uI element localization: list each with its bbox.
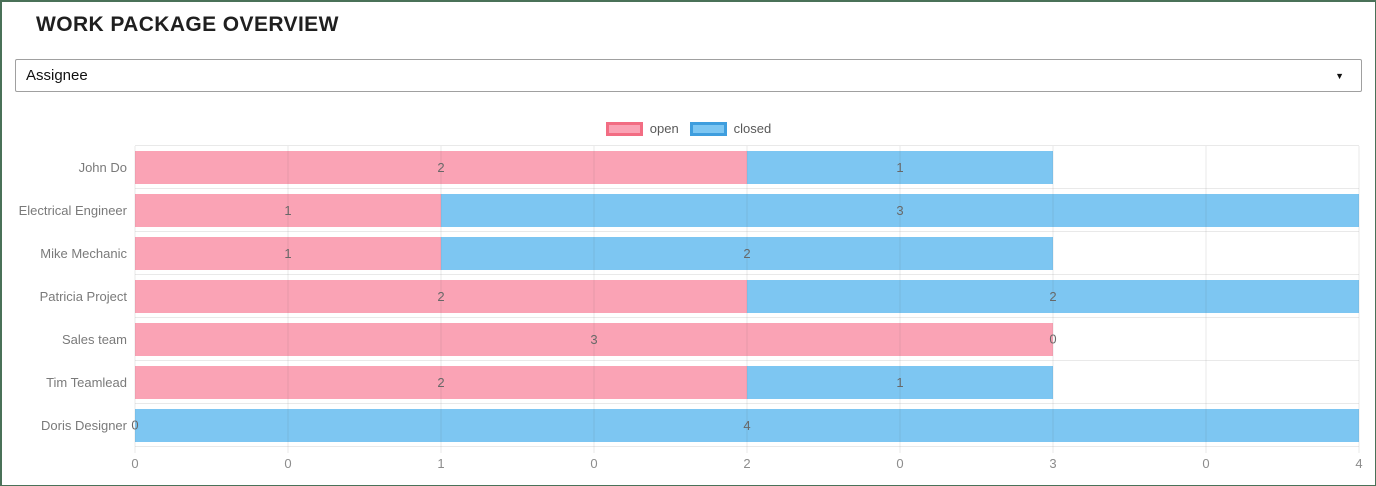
chart-legend: open closed <box>2 120 1375 137</box>
x-tick-label: 1 <box>437 456 445 471</box>
chevron-down-icon: ▼ <box>1335 70 1344 81</box>
x-tick-label: 0 <box>284 456 292 471</box>
legend-item-closed[interactable]: closed <box>689 121 772 136</box>
bar-value-label: 1 <box>896 374 904 390</box>
bar-segment-closed[interactable]: 2 <box>747 279 1359 313</box>
bar-segment-closed[interactable]: 1 <box>747 150 1053 184</box>
x-tick-label: 0 <box>131 456 139 471</box>
x-tick-label: 2 <box>743 456 751 471</box>
x-tick-label: 4 <box>1355 456 1363 471</box>
legend-swatch-open <box>605 121 643 136</box>
bar-segment-closed[interactable]: 2 <box>441 236 1053 270</box>
bar-value-label: 2 <box>437 159 445 175</box>
bar-segment-open[interactable]: 2 <box>135 279 747 313</box>
bar-value-label: 2 <box>437 288 445 304</box>
category-label: Tim Teamlead <box>46 375 127 390</box>
category-label: John Do <box>78 160 127 175</box>
bar-segment-closed[interactable]: 4 <box>135 408 1359 442</box>
bar-value-label: 1 <box>896 159 904 175</box>
bar-value-label: 1 <box>284 202 292 218</box>
bar-value-label-zero: 0 <box>1049 331 1057 347</box>
bar-value-label: 4 <box>743 417 751 433</box>
assignee-filter-select[interactable]: Assignee ▼ <box>15 59 1362 92</box>
bar-segment-open[interactable]: 3 <box>135 322 1053 356</box>
legend-label: open <box>649 121 679 136</box>
legend-label: closed <box>733 121 772 136</box>
bar-segment-closed[interactable]: 1 <box>747 365 1053 399</box>
page-title: WORK PACKAGE OVERVIEW <box>36 13 339 36</box>
bar-segment-open[interactable]: 2 <box>135 365 747 399</box>
bar-value-label: 2 <box>437 374 445 390</box>
category-label: Mike Mechanic <box>40 246 127 261</box>
x-tick-label: 0 <box>896 456 904 471</box>
bar-segment-closed[interactable]: 3 <box>441 193 1359 227</box>
x-tick-label: 0 <box>590 456 598 471</box>
x-tick-label: 3 <box>1049 456 1057 471</box>
legend-item-open[interactable]: open <box>605 121 679 136</box>
category-label: Sales team <box>61 332 127 347</box>
filter-selected-value: Assignee <box>26 67 88 84</box>
bar-segment-open[interactable]: 1 <box>135 236 441 270</box>
bar-segment-open[interactable]: 2 <box>135 150 747 184</box>
category-label: Patricia Project <box>39 289 127 304</box>
x-tick-label: 0 <box>1202 456 1210 471</box>
bar-value-label: 2 <box>1049 288 1057 304</box>
category-label: Doris Designer <box>41 418 127 433</box>
bar-value-label: 2 <box>743 245 751 261</box>
bar-value-label: 3 <box>896 202 904 218</box>
legend-swatch-closed <box>689 121 727 136</box>
category-label: Electrical Engineer <box>18 203 127 218</box>
stacked-bar-chart: John Do Electrical Engineer Mike Mechanic P… <box>2 145 1375 477</box>
bar-value-label: 3 <box>590 331 598 347</box>
bar-value-label-zero: 0 <box>131 417 139 433</box>
bar-segment-open[interactable]: 1 <box>135 193 441 227</box>
bar-value-label: 1 <box>284 245 292 261</box>
x-axis: 0 0 1 0 2 0 3 0 4 <box>131 447 1363 477</box>
category-axis-labels: John Do Electrical Engineer Mike Mechanic P… <box>2 146 127 447</box>
